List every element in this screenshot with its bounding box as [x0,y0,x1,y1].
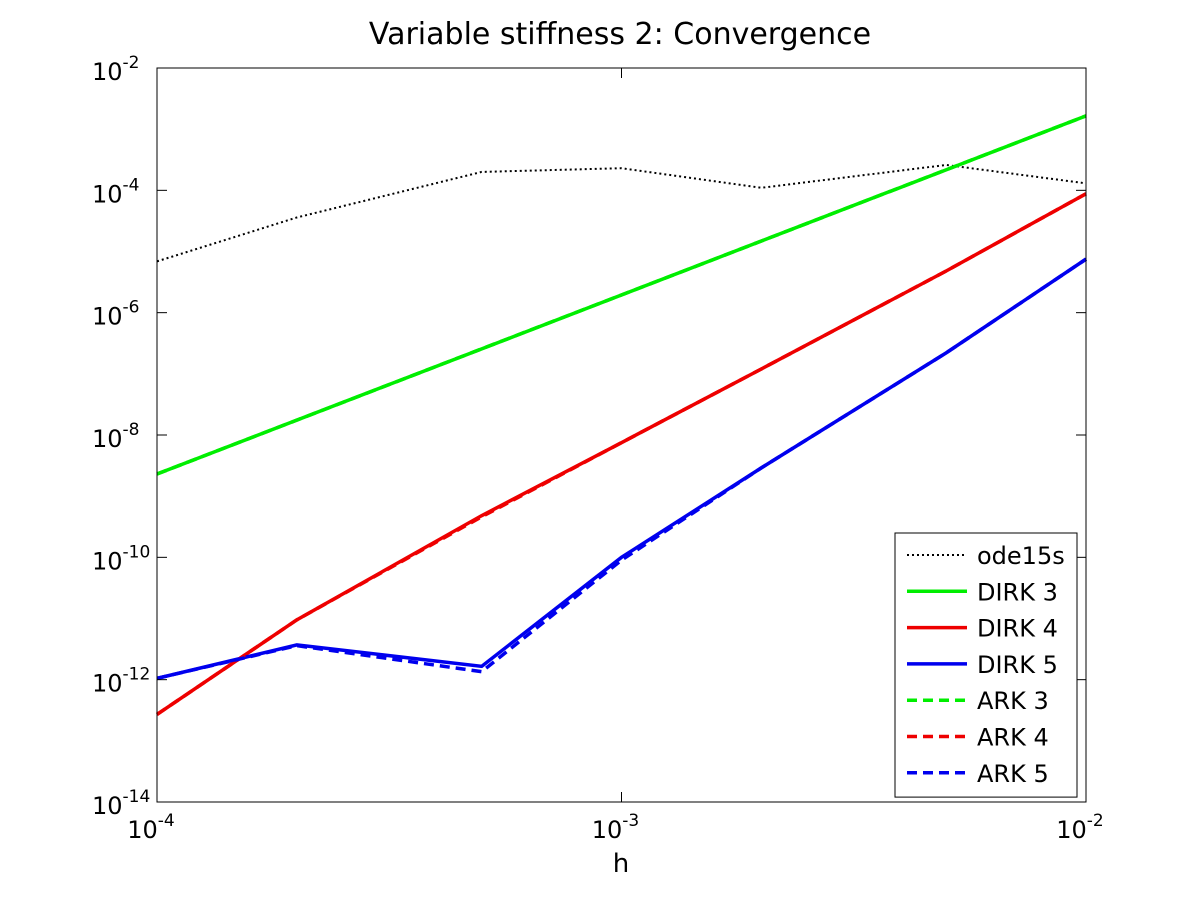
legend-label: ARK 3 [977,687,1049,715]
x-tick-label-base: 10 [592,816,623,844]
y-tick-label-exponent: -4 [123,175,140,195]
y-tick-label-exponent: -12 [123,665,151,685]
series-layer [156,114,1087,716]
ticks-layer: 10-4 10-3 10-210-1410-1210-1010-810-610-41… [92,53,1104,844]
legend-label: DIRK 3 [977,578,1058,606]
x-tick-label: 10-3 [592,811,640,844]
legend-label: ARK 4 [977,724,1049,752]
y-tick-label-base: 10 [92,303,123,331]
y-tick-label: 10-8 [92,420,140,453]
x-tick-label-base: 10 [127,816,158,844]
legend: ode15s DIRK 3 DIRK 4 DIRK 5 ARK 3 ARK 4 ARK 5 [894,532,1078,798]
y-tick-label: 10-12 [92,665,150,698]
y-tick-label-exponent: -2 [123,53,140,73]
y-tick-label-base: 10 [92,180,123,208]
x-axis-label: h [613,849,629,879]
legend-label: ode15s [977,542,1065,570]
legend-label: ARK 5 [977,760,1049,788]
series-line-ark-3 [156,114,1087,476]
y-tick-label: 10-2 [92,53,140,86]
series-line-dirk-5 [156,257,1087,681]
legend-label: DIRK 4 [977,615,1058,643]
chart-title: Variable stiffness 2: Convergence [369,17,871,52]
x-tick-label-exponent: -4 [158,811,175,831]
legend-label: DIRK 5 [977,651,1058,679]
y-tick-label: 10-10 [92,542,150,575]
x-tick-label: 10-2 [1056,811,1104,844]
series-line-ark-4 [156,192,1087,716]
x-tick-label-exponent: -2 [1087,811,1104,831]
y-tick-label-base: 10 [92,425,123,453]
x-tick-label-exponent: -3 [622,811,639,831]
y-tick-label-base: 10 [92,547,123,575]
y-tick-label: 10-6 [92,298,140,331]
y-tick-label: 10-14 [92,787,150,820]
y-tick-label-base: 10 [92,58,123,86]
x-tick-label-base: 10 [1056,816,1087,844]
y-tick-label-exponent: -14 [123,787,151,807]
y-tick-label-exponent: -8 [123,420,140,440]
x-tick-label: 10-4 [127,811,175,844]
y-tick-label-base: 10 [92,792,123,820]
y-tick-label: 10-4 [92,175,140,208]
y-tick-label-exponent: -10 [123,542,151,562]
series-line-ode15s [156,163,1087,263]
y-tick-label-exponent: -6 [123,298,140,318]
y-tick-label-base: 10 [92,670,123,698]
